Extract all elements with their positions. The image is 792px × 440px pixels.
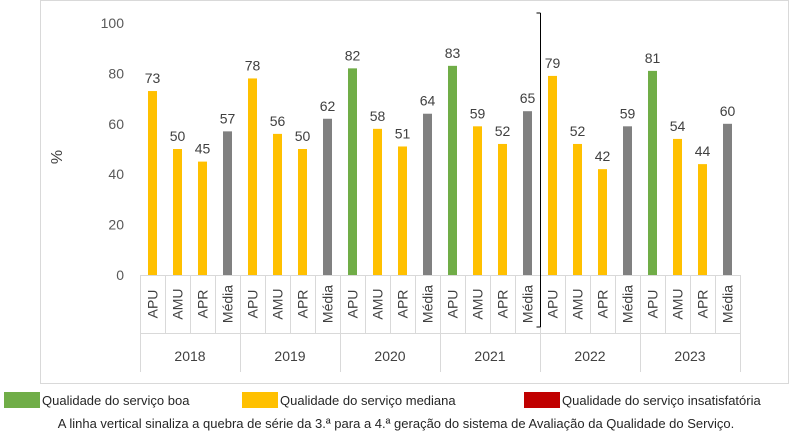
bar [498, 143, 507, 275]
data-label: 81 [645, 50, 661, 66]
bar [373, 128, 382, 275]
bar [248, 78, 257, 275]
data-label: 50 [170, 128, 186, 144]
legend-label-insatisfatoria: Qualidade do serviço insatisfatória [562, 392, 761, 408]
x-subcategory-label: AMU [370, 288, 386, 319]
bar [723, 123, 732, 275]
chart-frame [40, 0, 789, 384]
data-label: 73 [145, 70, 161, 86]
bar [273, 133, 282, 275]
chart: % 0 20 40 60 80 100 73 APU 50 AMU 45 APR 57 Média 2018… [40, 0, 789, 384]
data-label: 65 [520, 90, 536, 106]
bar [348, 68, 357, 275]
bar [523, 111, 532, 275]
x-subcategory-label: Média [620, 285, 636, 323]
x-subcategory-label: AMU [470, 288, 486, 319]
x-group-label: 2020 [374, 348, 405, 364]
legend-swatch-mediana [242, 392, 278, 408]
x-subcategory-label: APU [345, 290, 361, 319]
x-subcategory-label: AMU [270, 288, 286, 319]
bar [548, 75, 557, 275]
x-subcategory-label: APR [295, 290, 311, 319]
legend-item-insatisfatoria: Qualidade do serviço insatisfatória [524, 392, 761, 408]
data-label: 57 [220, 110, 236, 126]
data-label: 52 [570, 123, 586, 139]
data-label: 51 [395, 125, 411, 141]
data-label: 44 [695, 143, 711, 159]
x-subcategory-label: Média [720, 285, 736, 323]
y-tick-label: 40 [108, 166, 124, 182]
data-label: 83 [445, 45, 461, 61]
y-tick-label: 100 [101, 15, 125, 31]
data-label: 42 [595, 148, 611, 164]
bar [298, 149, 307, 275]
x-subcategory-label: APU [245, 290, 261, 319]
data-label: 60 [720, 103, 736, 119]
bar [673, 138, 682, 275]
data-label: 56 [270, 113, 286, 129]
y-tick-label: 60 [108, 116, 124, 132]
x-group-label: 2019 [274, 348, 305, 364]
bar [148, 91, 157, 275]
bar [448, 65, 457, 275]
x-subcategory-label: APR [495, 290, 511, 319]
legend-item-mediana: Qualidade do serviço mediana [242, 392, 456, 408]
x-subcategory-label: APR [195, 290, 211, 319]
bar [698, 164, 707, 275]
data-label: 79 [545, 55, 561, 71]
x-subcategory-label: APR [695, 290, 711, 319]
y-tick-label: 20 [108, 217, 124, 233]
bar [573, 143, 582, 275]
legend-swatch-insatisfatoria [524, 392, 560, 408]
x-subcategory-label: AMU [570, 288, 586, 319]
data-label: 58 [370, 108, 386, 124]
data-label: 52 [495, 123, 511, 139]
y-tick-label: 0 [116, 267, 124, 283]
x-group-label: 2022 [574, 348, 605, 364]
bar [223, 131, 232, 275]
legend-label-boa: Qualidade do serviço boa [42, 392, 190, 408]
x-subcategory-label: Média [420, 285, 436, 323]
x-subcategory-label: APU [645, 290, 661, 319]
legend-item-boa: Qualidade do serviço boa [4, 392, 189, 408]
legend: Qualidade do serviço boa Qualidade do se… [0, 390, 792, 410]
data-label: 59 [470, 105, 486, 121]
x-subcategory-label: Média [220, 285, 236, 323]
data-label: 59 [620, 105, 636, 121]
legend-label-mediana: Qualidade do serviço mediana [280, 392, 456, 408]
y-axis-title: % [49, 150, 66, 164]
footnote: A linha vertical sinaliza a quebra de sé… [57, 416, 735, 431]
x-subcategory-label: APU [145, 290, 161, 319]
bar [623, 126, 632, 275]
y-tick-label: 80 [108, 65, 124, 81]
x-group-label: 2021 [474, 348, 505, 364]
x-subcategory-label: Média [520, 285, 536, 323]
x-group-label: 2023 [674, 348, 705, 364]
x-subcategory-label: APR [595, 290, 611, 319]
data-label: 64 [420, 93, 436, 109]
bar [173, 149, 182, 275]
x-group-label: 2018 [174, 348, 205, 364]
x-subcategory-label: Média [320, 285, 336, 323]
bar [398, 146, 407, 275]
bar [423, 113, 432, 275]
data-label: 45 [195, 141, 211, 157]
x-subcategory-label: APR [395, 290, 411, 319]
bar [648, 70, 657, 275]
x-subcategory-label: APU [545, 290, 561, 319]
x-subcategory-label: AMU [670, 288, 686, 319]
data-label: 62 [320, 98, 336, 114]
bar [323, 118, 332, 275]
data-label: 50 [295, 128, 311, 144]
bar [198, 161, 207, 275]
x-subcategory-label: APU [445, 290, 461, 319]
legend-swatch-boa [4, 392, 40, 408]
bar [598, 169, 607, 275]
data-label: 54 [670, 118, 686, 134]
data-label: 78 [245, 57, 261, 73]
bar [473, 126, 482, 275]
data-label: 82 [345, 47, 361, 63]
x-subcategory-label: AMU [170, 288, 186, 319]
